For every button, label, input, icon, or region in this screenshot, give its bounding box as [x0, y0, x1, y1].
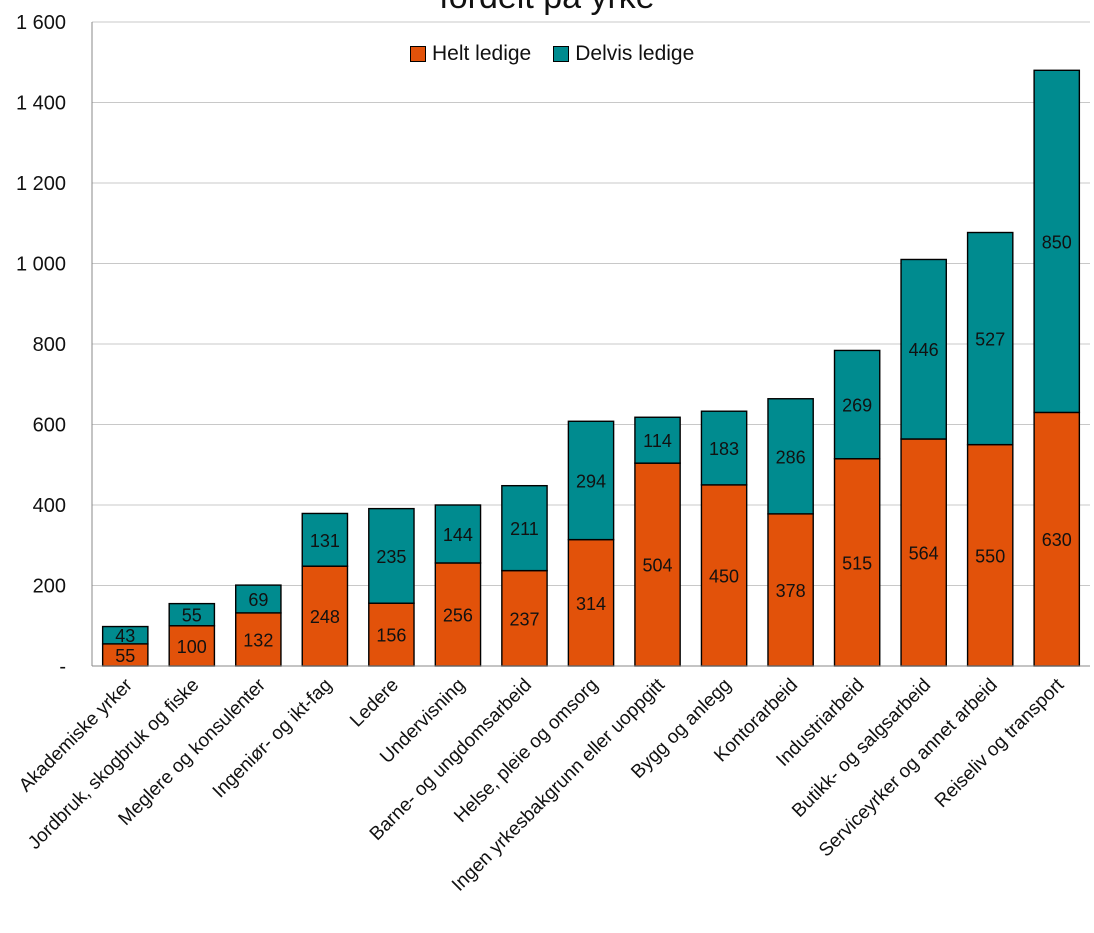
- data-label: 564: [909, 543, 939, 563]
- y-tick-label: 600: [33, 415, 66, 437]
- y-tick-label: 400: [33, 495, 66, 517]
- data-label: 114: [643, 431, 672, 451]
- y-tick-label: 1 600: [16, 12, 66, 34]
- legend-item-helt-ledige: Helt ledige: [410, 42, 531, 66]
- data-label: 132: [243, 630, 273, 650]
- legend-item-delvis-ledige: Delvis ledige: [553, 42, 694, 66]
- bar-segment-delvis-ledige: [101, 625, 149, 645]
- bars: [101, 69, 1081, 667]
- bar-segment-helt-ledige: [301, 565, 349, 667]
- data-label: 131: [310, 531, 340, 551]
- legend-label-helt-ledige: Helt ledige: [432, 42, 532, 65]
- data-label: 211: [510, 519, 539, 539]
- bar-segment-delvis-ledige: [301, 512, 349, 567]
- bar-segment-helt-ledige: [634, 462, 681, 667]
- x-tick-label: Ledere: [346, 675, 403, 732]
- data-label: 378: [776, 581, 806, 601]
- data-label: 269: [842, 396, 872, 416]
- data-label: 156: [376, 626, 406, 646]
- y-tick-label: 1 400: [16, 93, 66, 115]
- y-tick-label: 200: [33, 576, 66, 598]
- bar-segment-delvis-ledige: [700, 410, 748, 486]
- bar-segment-delvis-ledige: [634, 416, 681, 464]
- data-label: 504: [643, 556, 673, 576]
- data-label: 144: [443, 525, 473, 545]
- data-label: 286: [776, 447, 806, 467]
- legend: Helt ledige Delvis ledige: [410, 42, 716, 66]
- data-label: 527: [975, 330, 1005, 350]
- data-label: 100: [177, 637, 207, 657]
- bar-segment-delvis-ledige: [368, 507, 415, 604]
- y-tick-label: -: [59, 656, 66, 678]
- x-tick-label: Ingeniør- og ikt-fag: [209, 675, 337, 803]
- y-axis-tick-labels: - 200 400 600 800 1 000 1 200 1 400 1 600: [16, 12, 66, 678]
- bar-segment-helt-ledige: [1033, 411, 1081, 667]
- y-tick-label: 800: [33, 334, 66, 356]
- data-label: 446: [909, 340, 939, 360]
- data-label: 43: [115, 626, 135, 646]
- data-label: 850: [1042, 232, 1072, 252]
- data-label: 237: [509, 609, 539, 629]
- chart-title: fordelt på yrke: [0, 0, 1094, 17]
- data-label: 630: [1042, 530, 1072, 550]
- bar-segment-helt-ledige: [767, 513, 814, 667]
- bar-segment-delvis-ledige: [501, 484, 548, 572]
- data-label: 314: [576, 594, 606, 614]
- y-tick-label: 1 000: [16, 254, 66, 276]
- bar-segment-delvis-ledige: [567, 420, 615, 541]
- legend-swatch-helt-ledige: [410, 46, 426, 62]
- data-label: 550: [975, 546, 1005, 566]
- y-tick-label: 1 200: [16, 173, 66, 195]
- data-labels: 5543100551326924813115623525614423721131…: [115, 232, 1072, 666]
- data-label: 248: [310, 607, 340, 627]
- data-label: 69: [248, 590, 268, 610]
- bar-segment-delvis-ledige: [235, 584, 282, 614]
- bar-segment-helt-ledige: [434, 562, 482, 667]
- bar-segment-delvis-ledige: [900, 258, 947, 440]
- x-tick-label: Akademiske yrker: [15, 674, 137, 796]
- legend-swatch-delvis-ledige: [553, 46, 570, 62]
- bar-segment-delvis-ledige: [833, 349, 881, 460]
- x-tick-label: Reiseliv og transport: [931, 674, 1069, 812]
- data-label: 183: [709, 439, 739, 459]
- bar-segment-helt-ledige: [833, 458, 881, 667]
- bar-segment-delvis-ledige: [168, 602, 216, 627]
- bar-segment-delvis-ledige: [434, 504, 482, 564]
- bar-segment-helt-ledige: [168, 625, 216, 667]
- axes: [91, 22, 1090, 667]
- bar-segment-helt-ledige: [501, 569, 548, 667]
- bar-segment-delvis-ledige: [966, 231, 1014, 446]
- data-label: 55: [182, 606, 202, 626]
- data-label: 235: [376, 547, 406, 567]
- data-label: 294: [576, 471, 606, 491]
- data-label: 450: [709, 566, 739, 586]
- data-label: 515: [842, 553, 872, 573]
- legend-label-delvis-ledige: Delvis ledige: [575, 42, 695, 65]
- data-label: 55: [115, 646, 135, 666]
- data-label: 256: [443, 605, 473, 625]
- bar-segment-delvis-ledige: [1033, 69, 1081, 414]
- bar-segment-delvis-ledige: [767, 398, 814, 515]
- bar-segment-helt-ledige: [235, 612, 282, 667]
